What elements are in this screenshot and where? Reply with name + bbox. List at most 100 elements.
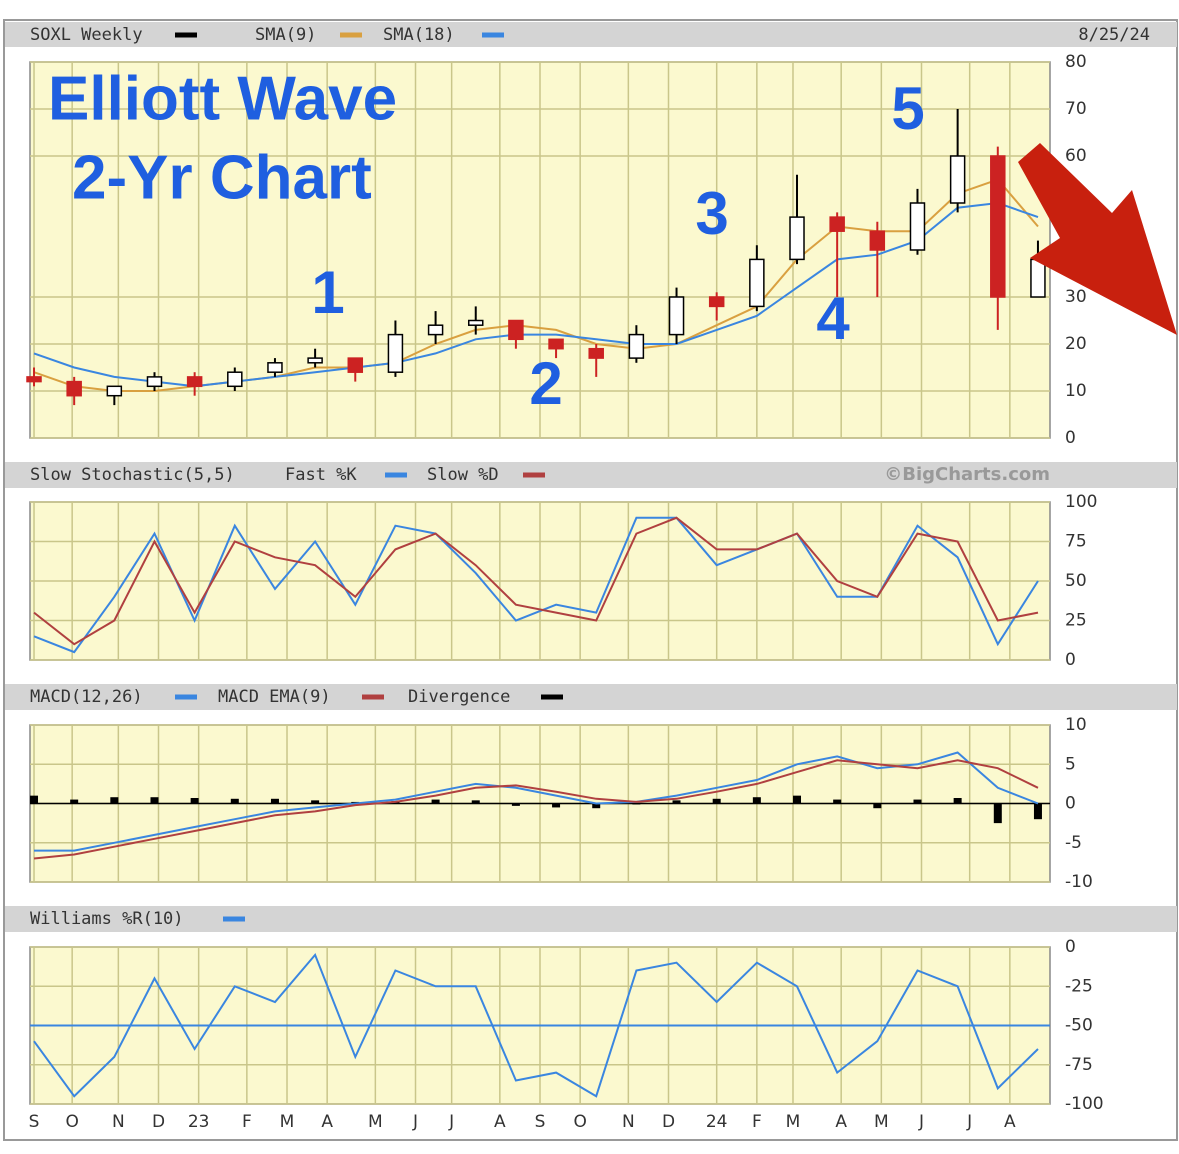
y-tick-label: 25 (1065, 611, 1087, 631)
legend-swatch (340, 32, 362, 38)
panel-title: Williams %R(10) (30, 909, 184, 929)
x-tick-label: A (494, 1112, 506, 1132)
wave-label: 5 (891, 75, 924, 142)
legend-swatch (175, 32, 197, 38)
divergence-bar (712, 798, 721, 804)
series-line (33, 516, 1039, 646)
candle-body (66, 380, 82, 397)
candle-body (427, 324, 444, 336)
wave-label: 3 (695, 180, 728, 247)
legend-swatch (385, 472, 407, 478)
x-tick-label: J (448, 1112, 454, 1132)
x-tick-label: O (65, 1112, 78, 1132)
candle-body (869, 230, 886, 251)
legend-label: MACD EMA(9) (218, 687, 331, 707)
x-tick-label: F (752, 1112, 762, 1132)
divergence-bar (913, 799, 922, 804)
legend-swatch (523, 472, 545, 478)
x-tick-label: 24 (706, 1112, 728, 1132)
x-tick-label: F (242, 1112, 252, 1132)
y-tick-label: -25 (1065, 976, 1093, 996)
y-tick-label: 10 (1065, 715, 1087, 735)
divergence-bar (30, 795, 39, 804)
candle-body (26, 376, 42, 383)
x-tick-label: J (918, 1112, 924, 1132)
legend-swatch (482, 32, 504, 38)
y-tick-label: 0 (1065, 428, 1076, 448)
plots: 010203060708002550751001050-5-100-25-50-… (26, 52, 1104, 1132)
divergence-bar (953, 798, 962, 804)
candle-body (628, 333, 645, 359)
y-tick-label: 80 (1065, 52, 1087, 72)
divergence-bar (993, 803, 1002, 824)
candle-body (990, 155, 1006, 298)
divergence-bar (552, 803, 561, 808)
y-tick-label: 75 (1065, 532, 1087, 552)
divergence-bar (190, 798, 199, 804)
x-tick-label: M (368, 1112, 383, 1132)
candle-body (789, 216, 805, 261)
candle-body (548, 338, 564, 350)
candle-body (146, 376, 163, 388)
chart-title: SOXL Weekly (30, 25, 143, 45)
x-tick-label: N (622, 1112, 635, 1132)
legend-label: Slow %D (427, 465, 499, 485)
y-tick-label: -10 (1065, 872, 1093, 892)
candle-body (467, 319, 484, 326)
y-tick-label: 0 (1065, 794, 1076, 814)
candle-body (588, 347, 604, 359)
divergence-bar (511, 803, 520, 806)
x-tick-label: J (412, 1112, 418, 1132)
candle-body (668, 296, 685, 336)
legend-swatch (362, 694, 384, 700)
x-tick-label: M (786, 1112, 801, 1132)
divergence-bar (833, 799, 842, 804)
legend-label: SMA(18) (383, 25, 455, 45)
y-tick-label: 30 (1065, 287, 1087, 307)
y-tick-label: 60 (1065, 146, 1087, 166)
candle-body (347, 357, 364, 373)
legend-label: Divergence (408, 687, 510, 707)
candle-body (829, 216, 845, 232)
candle-body (267, 362, 283, 373)
series-line (33, 516, 1039, 654)
candle-body (227, 371, 243, 388)
wave-label: 4 (816, 285, 850, 352)
annotation: Elliott Wave (48, 64, 397, 133)
series-line (34, 751, 1039, 852)
candle-body (106, 385, 123, 397)
candle-body (387, 333, 404, 373)
panel-header (5, 684, 1177, 710)
y-tick-label: -75 (1065, 1055, 1093, 1075)
panel-header (5, 462, 1177, 488)
candle-body (307, 357, 323, 364)
divergence-bar (1033, 803, 1042, 820)
y-tick-label: 5 (1065, 754, 1076, 774)
divergence-bar (793, 795, 802, 804)
y-tick-label: -50 (1065, 1016, 1093, 1036)
divergence-bar (592, 803, 601, 809)
panel-header (5, 906, 1177, 932)
panel-title: Slow Stochastic(5,5) (30, 465, 235, 485)
x-tick-label: D (152, 1112, 165, 1132)
x-tick-label: O (573, 1112, 586, 1132)
legend-swatch (175, 694, 197, 700)
candle-body (909, 202, 926, 251)
x-tick-label: M (280, 1112, 295, 1132)
x-tick-label: N (112, 1112, 125, 1132)
x-tick-label: S (29, 1112, 40, 1132)
legend-swatch (541, 694, 563, 700)
divergence-bar (672, 800, 681, 804)
divergence-bar (270, 798, 279, 804)
divergence-bar (150, 797, 159, 804)
x-tick-label: A (1004, 1112, 1016, 1132)
y-tick-label: 100 (1065, 492, 1097, 512)
source: ©BigCharts.com (884, 464, 1050, 485)
date: 8/25/24 (1078, 25, 1150, 45)
candle-body (949, 155, 966, 204)
candle-body (186, 376, 203, 388)
arrow (1018, 143, 1177, 335)
x-tick-label: J (966, 1112, 972, 1132)
divergence-bar (70, 799, 79, 804)
annotation: 2-Yr Chart (72, 143, 372, 212)
